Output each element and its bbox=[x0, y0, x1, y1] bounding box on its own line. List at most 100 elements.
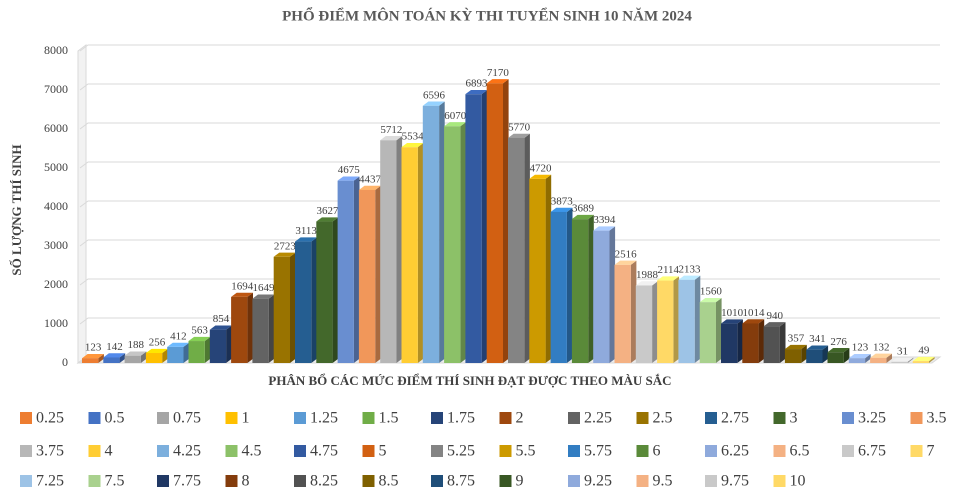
legend-swatch bbox=[157, 475, 169, 487]
chart-title: PHỔ ĐIỂM MÔN TOÁN KỲ THI TUYỂN SINH 10 N… bbox=[282, 6, 692, 24]
bar-top bbox=[167, 342, 190, 347]
legend-swatch bbox=[431, 475, 443, 487]
bar-side bbox=[929, 356, 935, 363]
bar-side bbox=[758, 319, 765, 363]
bar-top bbox=[678, 275, 701, 280]
bar bbox=[508, 137, 525, 363]
data-label: 256 bbox=[149, 337, 166, 349]
y-tick-label: 3000 bbox=[44, 238, 68, 252]
legend-label: 9.25 bbox=[584, 473, 612, 490]
legend-label: 6.75 bbox=[858, 443, 886, 460]
legend-label: 9.75 bbox=[721, 473, 749, 490]
bar bbox=[422, 105, 440, 364]
bar-top bbox=[337, 176, 360, 181]
bar-side bbox=[822, 345, 829, 363]
legend-label: 1.5 bbox=[379, 410, 399, 427]
legend-swatch bbox=[568, 412, 580, 424]
bar bbox=[635, 285, 653, 363]
legend-swatch bbox=[636, 475, 649, 487]
y-tick-label: 4000 bbox=[44, 199, 68, 213]
data-label: 142 bbox=[106, 341, 123, 353]
bar-top bbox=[316, 217, 339, 222]
legend-swatch bbox=[294, 412, 306, 424]
bar-top bbox=[231, 292, 253, 297]
bar-side bbox=[353, 176, 360, 363]
bar-top bbox=[891, 357, 914, 362]
bar-side bbox=[439, 101, 445, 363]
legend-swatch bbox=[568, 475, 580, 487]
data-label: 276 bbox=[830, 336, 847, 348]
legend-swatch bbox=[636, 445, 649, 457]
bar-side bbox=[481, 89, 488, 364]
legend-label: 3.75 bbox=[36, 443, 64, 460]
x-axis-title: PHÂN BỔ CÁC MỨC ĐIỂM THÍ SINH ĐẠT ĐƯỢC T… bbox=[268, 373, 671, 388]
bar-top bbox=[870, 353, 892, 358]
bar bbox=[103, 357, 120, 363]
bar bbox=[486, 83, 503, 364]
legend-label: 8 bbox=[242, 473, 250, 490]
bar-top bbox=[784, 344, 807, 350]
bar bbox=[699, 302, 716, 363]
bar-side bbox=[886, 353, 892, 363]
data-label: 2133 bbox=[679, 263, 702, 275]
legend-label: 6.25 bbox=[721, 443, 749, 460]
bar-side bbox=[417, 142, 424, 363]
data-label: 1694 bbox=[231, 280, 254, 292]
bar bbox=[145, 353, 163, 363]
legend-label: 2.75 bbox=[721, 410, 749, 427]
data-label: 123 bbox=[852, 342, 869, 354]
legend-label: 5.25 bbox=[447, 443, 475, 460]
legend-label: 0.5 bbox=[105, 410, 125, 427]
bar-side bbox=[694, 275, 701, 363]
bar bbox=[401, 147, 418, 363]
bar bbox=[806, 349, 823, 363]
bar-top bbox=[82, 354, 104, 359]
bar bbox=[827, 352, 844, 363]
data-label: 1010 bbox=[721, 307, 744, 319]
legend-label: 1 bbox=[242, 410, 250, 427]
data-label: 188 bbox=[128, 339, 145, 351]
data-label: 3394 bbox=[593, 214, 616, 226]
data-label: 3873 bbox=[551, 195, 574, 207]
bar bbox=[912, 361, 929, 363]
data-label: 5534 bbox=[402, 131, 425, 143]
legend-swatch bbox=[431, 412, 443, 424]
bar bbox=[550, 211, 567, 363]
bar bbox=[614, 264, 631, 363]
bar-side bbox=[907, 357, 914, 363]
legend-swatch bbox=[88, 445, 101, 457]
bar-side bbox=[460, 122, 466, 363]
bar-top bbox=[444, 122, 466, 127]
legend-label: 3 bbox=[790, 410, 798, 427]
bar-top bbox=[699, 297, 722, 303]
legend-swatch bbox=[773, 412, 786, 424]
bar bbox=[870, 357, 887, 363]
bar-side bbox=[566, 207, 573, 363]
grid-line bbox=[79, 161, 940, 169]
data-label: 6893 bbox=[466, 78, 489, 90]
bar bbox=[188, 341, 205, 363]
bar-side bbox=[311, 237, 317, 363]
legend-swatch bbox=[499, 445, 512, 457]
legend-label: 0.25 bbox=[36, 410, 64, 427]
data-label: 6070 bbox=[444, 110, 467, 122]
bar-side bbox=[652, 281, 658, 363]
bar bbox=[295, 241, 312, 363]
y-axis-title: SỐ LƯỢNG THÍ SINH bbox=[9, 144, 24, 275]
data-label: 412 bbox=[170, 330, 187, 342]
legend-swatch bbox=[636, 412, 649, 424]
bar-top bbox=[273, 252, 296, 257]
legend-swatch bbox=[225, 412, 238, 424]
bar-top bbox=[763, 322, 786, 327]
legend-swatch bbox=[705, 475, 717, 487]
grid-line bbox=[79, 83, 940, 91]
bar bbox=[358, 189, 376, 363]
bar-side bbox=[98, 354, 104, 363]
legend-swatch bbox=[20, 445, 32, 457]
legend-label: 3.5 bbox=[927, 410, 947, 427]
legend-label: 4.5 bbox=[242, 443, 262, 460]
bar-side bbox=[396, 136, 403, 363]
legend-label: 6 bbox=[653, 443, 661, 460]
legend-swatch bbox=[157, 445, 169, 457]
legend-swatch bbox=[910, 445, 923, 457]
